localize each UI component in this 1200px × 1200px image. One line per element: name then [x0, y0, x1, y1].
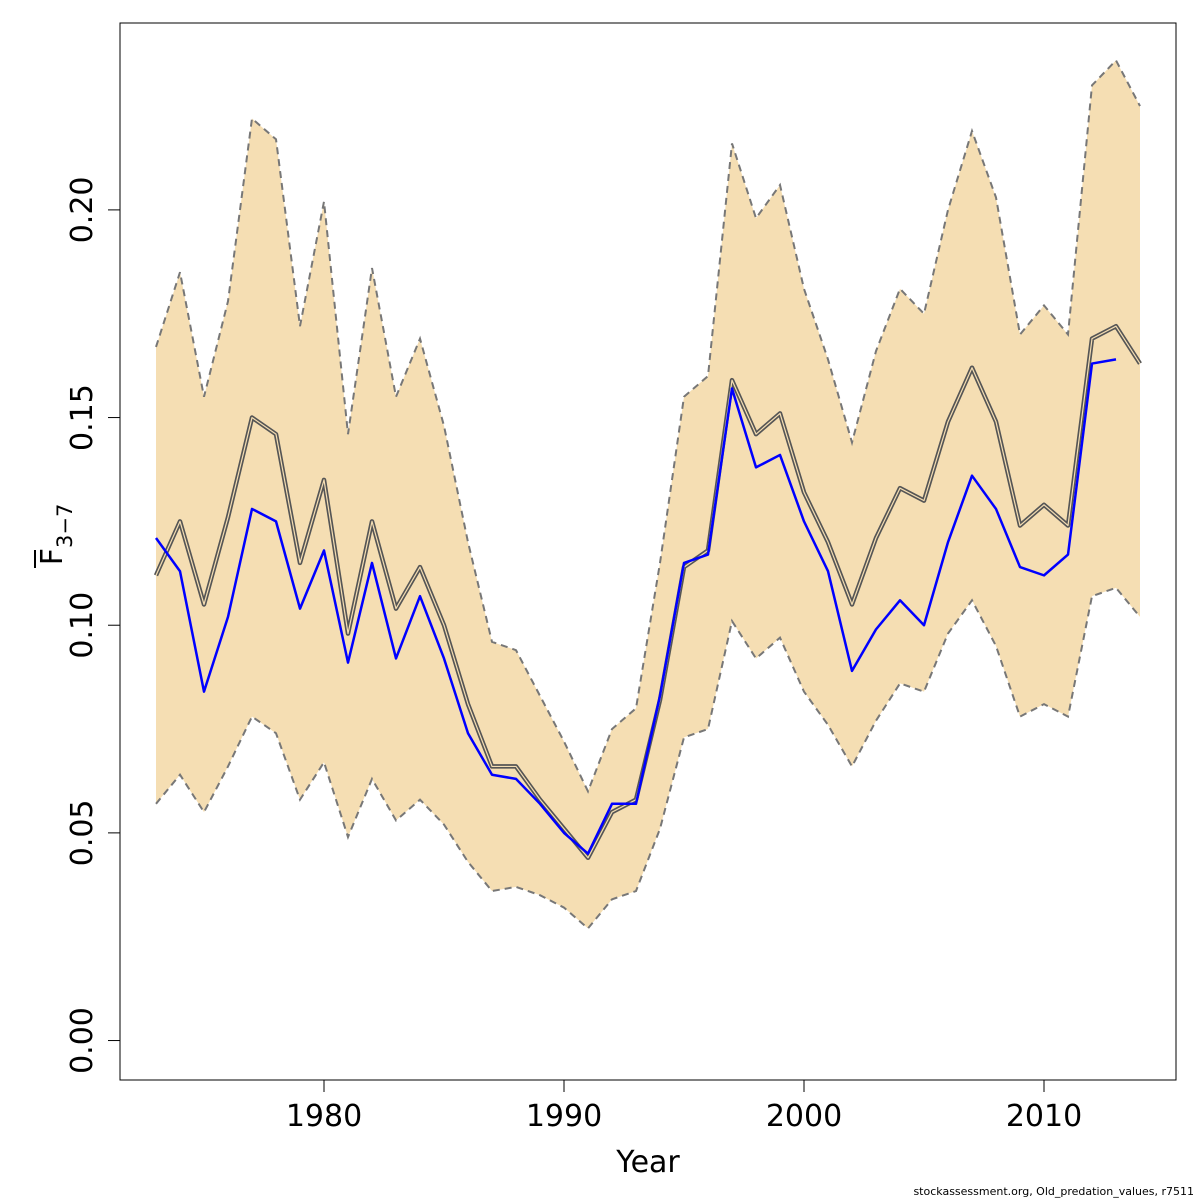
comparison-line [154, 358, 1117, 855]
y-tick-label: 0.10 [65, 592, 100, 659]
footer-note: stockassessment.org, Old_predation_value… [913, 1185, 1194, 1198]
y-tick-label: 0.05 [65, 799, 100, 866]
series-line-layer [153, 58, 1142, 930]
x-tick-label: 1980 [286, 1099, 362, 1134]
x-axis: 1980 1990 2000 2010 [286, 1079, 1082, 1134]
confidence-band [156, 60, 1140, 929]
y-tick-label: 0.00 [65, 1007, 100, 1074]
x-tick-label: 2000 [766, 1099, 842, 1134]
upper-bound-line [155, 58, 1141, 794]
y-axis-title-main: F [35, 548, 70, 565]
confidence-band-layer [156, 60, 1140, 929]
y-axis: 0.00 0.05 0.10 0.15 0.20 [65, 176, 121, 1074]
y-axis-title: F 3−7 [34, 504, 77, 568]
y-tick-label: 0.20 [65, 176, 100, 243]
x-tick-label: 2010 [1006, 1099, 1082, 1134]
x-tick-label: 1990 [526, 1099, 602, 1134]
lower-bound-line [155, 586, 1141, 930]
x-axis-title: Year [615, 1145, 680, 1180]
y-tick-label: 0.15 [65, 384, 100, 451]
y-axis-title-subscript: 3−7 [53, 504, 77, 548]
